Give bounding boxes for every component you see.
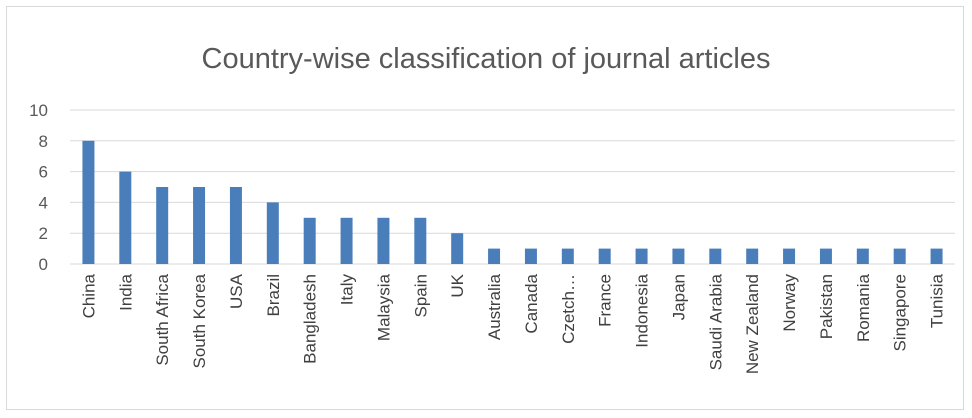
bar [156,187,169,264]
bars [82,140,943,264]
x-tick-label: Australia [485,273,504,340]
bar [414,217,427,264]
x-tick-label: UK [448,273,467,297]
bar [82,140,95,264]
x-tick-label: Norway [780,274,799,332]
bar [672,248,685,264]
x-tick-label: Indonesia [633,273,652,347]
bar [451,233,464,264]
x-tick-label: Tunisia [928,273,947,328]
bar [561,248,574,264]
bar [119,171,132,264]
bar [229,187,242,264]
bar [524,248,537,264]
y-tick-label: 4 [39,193,48,212]
x-tick-label: USA [227,273,246,309]
y-tick-label: 2 [39,224,48,243]
x-tick-label: South Korea [190,273,209,368]
bar [340,217,353,264]
bar [303,217,316,264]
bar [856,248,869,264]
bar [783,248,796,264]
x-tick-label: Bangladesh [301,274,320,364]
x-tick-label: Pakistan [817,274,836,339]
x-tick-label: New Zealand [743,274,762,374]
x-tick-label: Singapore [891,274,910,352]
bar [598,248,611,264]
x-tick-label: Spain [411,274,430,317]
chart-title: Country-wise classification of journal a… [202,43,771,75]
x-tick-label: Saudi Arabia [706,273,725,370]
y-axis-ticks: 0 2 4 6 8 10 [29,101,48,274]
x-tick-label: France [596,274,615,327]
x-tick-label: Brazil [264,274,283,317]
y-tick-label: 0 [39,255,48,274]
x-tick-label: Canada [522,273,541,333]
bar [709,248,722,264]
x-tick-label: Romania [854,273,873,342]
x-tick-label: Czetch… [559,274,578,344]
x-tick-label: Italy [338,274,357,306]
y-tick-label: 8 [39,132,48,151]
x-tick-label: Malaysia [374,273,393,341]
bar [488,248,501,264]
y-tick-label: 6 [39,163,48,182]
bar [193,187,206,264]
bar [930,248,943,264]
gridlines [70,109,955,265]
x-tick-label: Japan [669,274,688,320]
x-tick-label: India [116,273,135,310]
bar [377,217,390,264]
bar [893,248,906,264]
x-axis-ticks: China India South Africa South Korea USA Braz… [79,273,946,374]
bar [266,202,279,264]
x-tick-label: South Africa [153,273,172,365]
bar [635,248,648,264]
bar [819,248,832,264]
bar [746,248,759,264]
x-tick-label: China [79,273,98,318]
y-tick-label: 10 [29,101,48,120]
